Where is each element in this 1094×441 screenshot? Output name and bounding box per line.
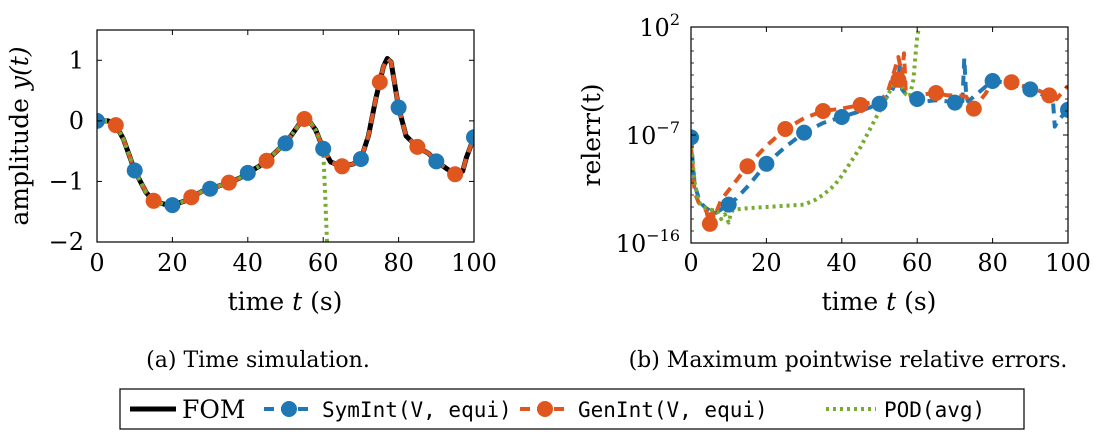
legend-entry-fom: FOM <box>130 395 245 424</box>
chart-a-x-tick-label: 60 <box>308 249 339 277</box>
legend-entry-symint: SymInt(V, equi) <box>264 398 512 422</box>
chart-a-marker-genint <box>296 111 313 127</box>
chart-b-x-tick-label: 100 <box>1045 249 1091 277</box>
chart-a-marker-symint <box>164 197 181 214</box>
chart-b-x-axis-label: time t (s) <box>822 287 937 316</box>
chart-b-y-tick-label: 10−16 <box>616 226 680 258</box>
legend-symint-marker <box>281 401 297 417</box>
chart-b-marker-genint <box>815 103 831 119</box>
legend-frame <box>119 388 1025 430</box>
chart-b-marker-symint <box>796 124 813 141</box>
chart-a-time-simulation: 0 20 40 60 80 100 −2 −1 0 1 time t (s) amplitude… <box>5 29 497 373</box>
chart-a-marker-genint <box>334 158 351 175</box>
chart-a-marker-symint <box>352 151 369 167</box>
chart-a-marker-symint <box>466 129 474 146</box>
chart-b-line-pod <box>691 27 922 225</box>
chart-a-series-layer <box>97 56 474 242</box>
chart-a-line-fom <box>97 56 474 208</box>
legend: FOM SymInt(V, equi) GenInt(V, equi) POD(… <box>119 388 1025 430</box>
chart-a-marker-genint <box>258 152 275 169</box>
chart-b-marker-genint <box>852 97 869 113</box>
chart-a-x-tick-label: 20 <box>157 249 188 277</box>
chart-a-x-tick-label: 100 <box>451 249 497 277</box>
chart-b-marker-symint <box>984 73 1001 89</box>
chart-a-x-tick-label: 80 <box>383 249 414 277</box>
chart-a-marker-genint <box>107 117 124 134</box>
chart-a-y-tick-label: 0 <box>69 107 84 135</box>
chart-a-marker-symint <box>202 180 219 197</box>
legend-symint-label: SymInt(V, equi) <box>322 398 512 422</box>
chart-a-marker-genint <box>409 138 426 155</box>
chart-b-marker-genint <box>777 121 794 137</box>
chart-a-x-axis-label: time t (s) <box>228 287 343 316</box>
chart-a-y-tick-label: 1 <box>69 46 84 74</box>
chart-a-plot-frame <box>96 29 475 243</box>
chart-a-y-tick-labels: −2 −1 0 1 <box>49 46 84 256</box>
chart-a-marker-symint <box>390 99 407 116</box>
chart-b-series-layer <box>691 27 1068 232</box>
chart-a-marker-symint <box>239 164 256 181</box>
chart-a-caption: (a) Time simulation. <box>146 348 370 373</box>
chart-b-marker-symint <box>871 95 888 112</box>
chart-a-marker-genint <box>220 174 237 191</box>
legend-entry-pod: POD(avg) <box>826 398 985 422</box>
chart-b-y-axis-label: relerr(t) <box>577 84 606 187</box>
chart-a-x-tick-label: 40 <box>233 249 264 277</box>
chart-b-x-tick-label: 0 <box>683 249 698 277</box>
chart-b-tick-marks <box>690 26 1069 244</box>
chart-b-x-tick-labels: 0 20 40 60 80 100 <box>683 249 1091 277</box>
legend-entry-genint: GenInt(V, equi) <box>520 398 768 422</box>
chart-a-x-tick-label: 0 <box>89 249 104 277</box>
chart-b-marker-genint <box>1041 87 1058 104</box>
chart-a-y-tick-label: −2 <box>49 228 84 256</box>
chart-a-marker-symint <box>126 162 143 179</box>
chart-a-tick-marks <box>96 30 475 243</box>
chart-a-marker-symint <box>277 135 294 152</box>
chart-b-x-tick-label: 20 <box>751 249 782 277</box>
chart-b-marker-genint <box>965 100 982 117</box>
chart-b-x-tick-label: 80 <box>977 249 1008 277</box>
chart-a-y-axis-label: amplitude y(t) <box>5 46 34 225</box>
chart-a-marker-symint <box>315 140 332 157</box>
legend-fom-label: FOM <box>182 395 245 424</box>
chart-b-x-tick-label: 60 <box>902 249 933 277</box>
legend-genint-marker <box>537 401 553 417</box>
chart-a-marker-genint <box>145 192 162 209</box>
chart-a-marker-genint <box>447 166 464 183</box>
chart-b-plot-frame <box>690 26 1069 244</box>
chart-b-marker-symint <box>720 196 737 213</box>
chart-a-line-symint <box>97 56 474 208</box>
chart-b-y-tick-label: 10−7 <box>626 118 680 150</box>
chart-b-marker-genint <box>890 71 907 88</box>
chart-a-y-tick-label: −1 <box>49 167 84 195</box>
chart-b-marker-symint <box>691 129 699 146</box>
chart-b-marker-symint <box>909 91 926 107</box>
chart-a-line-genint <box>97 56 474 208</box>
chart-b-marker-symint <box>758 155 775 172</box>
chart-b-relative-errors: 0 20 40 60 80 100 10−16 10−7 102 time t (s) rel… <box>577 10 1091 373</box>
chart-a-x-tick-labels: 0 20 40 60 80 100 <box>89 249 497 277</box>
chart-b-caption: (b) Maximum pointwise relative errors. <box>629 348 1068 373</box>
legend-pod-label: POD(avg) <box>884 398 985 422</box>
chart-b-marker-genint <box>928 85 944 101</box>
chart-a-marker-genint <box>371 74 388 91</box>
chart-a-marker-genint <box>183 189 200 206</box>
chart-b-y-tick-label: 102 <box>639 10 680 42</box>
chart-b-marker-symint <box>946 94 963 111</box>
chart-b-y-tick-labels: 10−16 10−7 102 <box>616 10 680 258</box>
chart-a-marker-symint <box>428 153 445 170</box>
chart-b-marker-symint <box>1060 101 1068 118</box>
chart-b-x-tick-label: 40 <box>827 249 858 277</box>
chart-b-marker-genint <box>739 158 756 175</box>
chart-b-marker-symint <box>1022 81 1039 98</box>
chart-b-marker-genint <box>701 215 718 232</box>
legend-genint-label: GenInt(V, equi) <box>578 398 768 422</box>
chart-b-marker-genint <box>1003 74 1020 91</box>
chart-b-marker-symint <box>833 109 850 125</box>
